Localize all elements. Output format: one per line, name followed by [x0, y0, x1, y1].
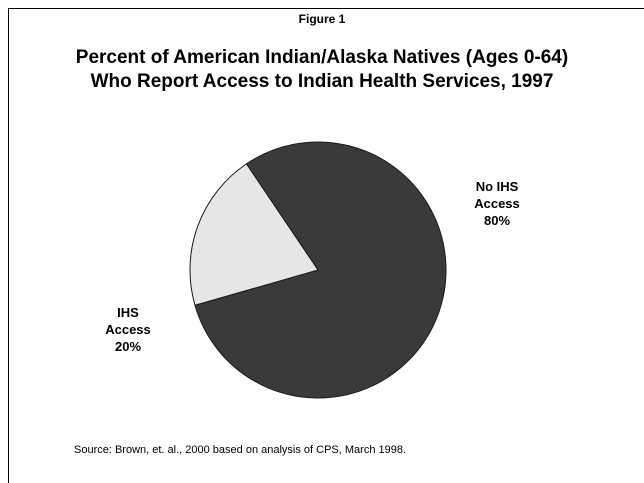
slice-value-no-ihs-access: 80%: [462, 212, 532, 229]
slice-label-ihs-line-1: IHS: [98, 304, 158, 321]
source-note: Source: Brown, et. al., 2000 based on an…: [74, 444, 406, 456]
slice-label-ihs-line-2: Access: [98, 321, 158, 338]
slice-label-no-ihs-line-1: No IHS: [462, 178, 532, 195]
slice-label-no-ihs-access: No IHS Access 80%: [462, 178, 532, 229]
slice-label-ihs-access: IHS Access 20%: [98, 304, 158, 355]
slice-label-no-ihs-line-2: Access: [462, 195, 532, 212]
pie-slices: [190, 142, 446, 398]
slice-value-ihs-access: 20%: [98, 338, 158, 355]
